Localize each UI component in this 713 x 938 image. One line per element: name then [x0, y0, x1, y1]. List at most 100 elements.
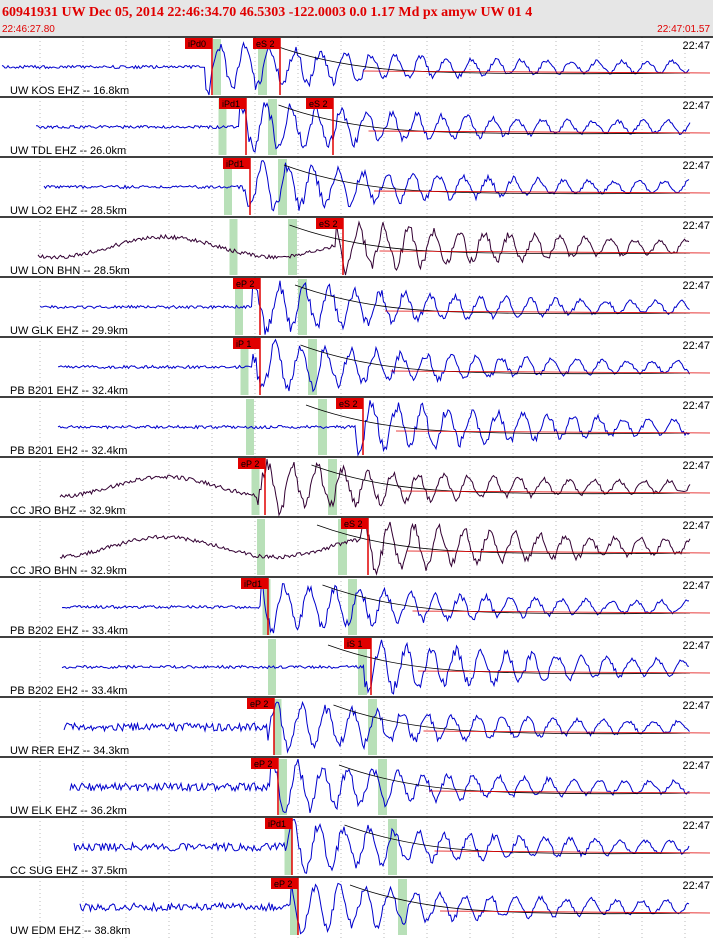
s-band — [378, 759, 387, 815]
waveform — [63, 700, 690, 754]
pick-label: eP 2 — [241, 459, 259, 469]
p-band — [284, 819, 293, 875]
p-band — [235, 279, 243, 335]
trace-label: PB B202 EH2 -- 33.4km — [10, 685, 127, 697]
trace-label: PB B201 EHZ -- 32.4km — [10, 385, 128, 397]
coda-line — [395, 430, 711, 434]
trace-time: 22:47 — [682, 280, 710, 292]
p-band — [213, 39, 221, 95]
s-band — [278, 159, 287, 215]
waveform — [36, 102, 691, 153]
trace-time: 22:47 — [682, 880, 710, 892]
pick-box — [251, 758, 278, 769]
waveform — [1, 41, 690, 96]
s-band — [398, 879, 407, 935]
coda-curve — [327, 644, 691, 675]
pick-label: iPd1 — [226, 159, 244, 169]
trace-label: UW TDL EHZ -- 26.0km — [10, 145, 126, 157]
trace-time: 22:47 — [682, 760, 710, 772]
coda-line — [417, 670, 711, 674]
pick-box — [241, 578, 268, 589]
s-band — [368, 699, 377, 755]
pick-label: eP 2 — [250, 699, 268, 709]
s-band — [388, 819, 397, 875]
p-band — [257, 519, 265, 575]
pick-label: eS 2 — [256, 39, 275, 49]
header-title: 60941931 UW Dec 05, 2014 22:46:34.70 46.… — [2, 5, 532, 20]
trace-time: 22:47 — [682, 340, 710, 352]
trace-label: CC SUG EHZ -- 37.5km — [10, 865, 127, 877]
waveform — [73, 819, 690, 874]
trace-label: PB B201 EH2 -- 32.4km — [10, 445, 127, 457]
pick-box — [344, 638, 371, 649]
pick-box — [247, 698, 274, 709]
coda-line — [423, 730, 711, 734]
pick-label: iPd0 — [188, 39, 206, 49]
s-band — [318, 399, 327, 455]
coda-line — [428, 790, 711, 794]
waveform — [79, 882, 690, 935]
pick-label: eP 2 — [254, 759, 272, 769]
s-band — [288, 219, 297, 275]
trace-time: 22:47 — [682, 40, 710, 52]
s-band — [308, 339, 317, 395]
s-band — [258, 39, 267, 95]
coda-line — [373, 190, 711, 194]
pick-box — [271, 878, 298, 889]
p-band — [279, 759, 287, 815]
coda-line — [368, 130, 711, 134]
coda-line — [379, 250, 711, 254]
waveform — [39, 280, 690, 335]
p-band — [251, 459, 260, 515]
waveform — [43, 160, 690, 212]
waveform — [69, 757, 690, 814]
pick-box — [341, 518, 368, 529]
p-band — [273, 699, 282, 755]
end-time: 22:47:01.57 — [657, 24, 710, 35]
start-time: 22:46:27.80 — [2, 24, 55, 35]
s-band — [298, 279, 307, 335]
coda-line — [434, 850, 711, 854]
s-band — [338, 519, 347, 575]
coda-line — [362, 70, 711, 74]
pick-box — [233, 278, 260, 289]
trace-time: 22:47 — [682, 460, 710, 472]
pick-box — [219, 98, 246, 109]
pick-label: iP 1 — [236, 339, 251, 349]
coda-line — [401, 490, 711, 494]
pick-box — [306, 98, 333, 109]
waveform — [59, 518, 691, 576]
pick-box — [316, 218, 343, 229]
s-band — [268, 99, 277, 155]
pick-label: iPd1 — [222, 99, 240, 109]
coda-curve — [278, 104, 691, 135]
p-band — [229, 219, 238, 275]
pick-box — [238, 458, 265, 469]
coda-curve — [322, 584, 691, 615]
pick-label: iPd1 — [244, 579, 262, 589]
waveform — [59, 458, 691, 517]
coda-line — [412, 610, 711, 614]
pick-label: eS 2 — [309, 99, 328, 109]
pick-box — [185, 38, 212, 49]
trace-label: UW RER EHZ -- 34.3km — [10, 745, 129, 757]
header-bg — [0, 0, 713, 36]
coda-line — [390, 370, 711, 374]
waveform — [37, 220, 690, 276]
pick-label: eS 2 — [344, 519, 363, 529]
trace-time: 22:47 — [682, 580, 710, 592]
waveform — [57, 400, 690, 457]
trace-label: CC JRO BHZ -- 32.9km — [10, 505, 126, 517]
pick-label: eS 2 — [319, 219, 338, 229]
trace-label: UW LON BHN -- 28.5km — [10, 265, 130, 277]
trace-time: 22:47 — [682, 100, 710, 112]
trace-label: UW ELK EHZ -- 36.2km — [10, 805, 127, 817]
coda-curve — [316, 524, 691, 555]
coda-line — [406, 550, 711, 554]
trace-label: PB B202 EHZ -- 33.4km — [10, 625, 128, 637]
trace-label: UW GLK EHZ -- 29.9km — [10, 325, 128, 337]
trace-time: 22:47 — [682, 160, 710, 172]
trace-label: UW KOS EHZ -- 16.8km — [10, 85, 129, 97]
waveform — [57, 338, 690, 393]
